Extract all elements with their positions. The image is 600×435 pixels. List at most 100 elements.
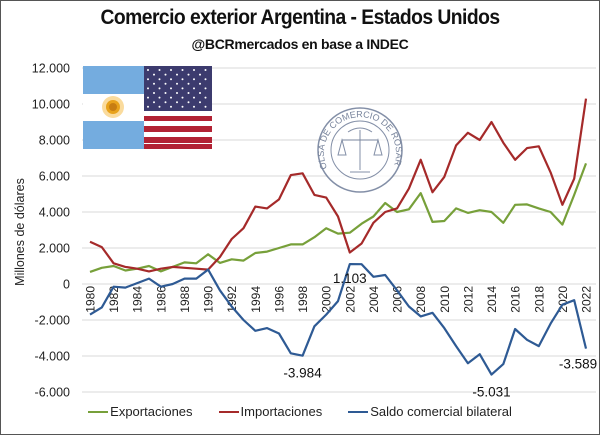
y-tick-label: 6.000	[39, 170, 70, 184]
star	[153, 82, 155, 85]
balance-swatch	[348, 410, 369, 413]
scales-of-justice-icon	[337, 127, 383, 173]
stars-icon	[147, 69, 207, 108]
chart-title: Comercio exterior Argentina - Estados Un…	[100, 6, 500, 29]
x-tick-label: 2018	[532, 286, 546, 313]
chart-subtitle: @BCRmercados en base a INDEC	[191, 36, 409, 52]
star	[193, 87, 195, 90]
legend-item-balance: Saldo comercial bilateral	[348, 404, 512, 419]
x-tick-label: 2008	[414, 286, 428, 313]
exports-swatch	[88, 410, 109, 413]
series-lines	[89, 98, 588, 376]
star	[158, 105, 161, 108]
y-tick-label: 8.000	[39, 134, 70, 148]
x-tick-label: 1990	[202, 286, 216, 313]
star	[176, 82, 178, 85]
x-tick-label: 2002	[343, 286, 357, 313]
legend-item-imports: Importaciones	[218, 404, 323, 419]
y-tick-label: -4.000	[35, 350, 70, 364]
y-axis-ticks: 12.000 10.000 8.000 6.000 4.000 2.000 0 -2.000 -…	[32, 62, 70, 400]
star	[147, 105, 149, 108]
star	[170, 105, 172, 108]
star	[158, 96, 161, 99]
star	[164, 101, 167, 104]
star	[187, 92, 190, 94]
y-tick-label: 4.000	[39, 206, 70, 220]
star	[158, 69, 161, 71]
y-tick-label: 10.000	[32, 98, 70, 112]
data-label: -3.589	[559, 357, 597, 372]
star	[164, 82, 167, 85]
star	[170, 96, 172, 99]
star	[153, 73, 155, 76]
x-tick-label: 1998	[296, 286, 310, 313]
star	[164, 92, 167, 94]
star	[193, 69, 195, 71]
star	[153, 101, 155, 104]
x-tick-label: 1994	[249, 286, 263, 313]
x-tick-label: 2006	[391, 286, 405, 313]
star	[204, 96, 207, 99]
y-axis-label: Millones de dólares	[13, 178, 27, 286]
star	[187, 73, 190, 76]
star	[181, 87, 184, 90]
x-tick-label: 1986	[154, 286, 168, 313]
star	[199, 101, 201, 104]
star	[147, 87, 149, 90]
x-tick-label: 1992	[225, 286, 239, 313]
star	[147, 96, 149, 99]
star	[176, 92, 178, 94]
grid-lines	[82, 67, 596, 393]
star	[199, 82, 201, 85]
legend-label: Importaciones	[240, 404, 323, 419]
star	[147, 69, 149, 71]
star	[204, 69, 207, 71]
star	[204, 105, 207, 108]
star	[204, 78, 207, 81]
star	[193, 78, 195, 81]
star	[153, 92, 155, 94]
x-tick-label: 2014	[485, 286, 499, 313]
imports-swatch	[218, 410, 239, 413]
x-tick-label: 2016	[509, 286, 523, 313]
legend-label: Saldo comercial bilateral	[370, 404, 512, 419]
sun-of-may-icon	[102, 96, 124, 118]
data-label: 1.103	[333, 271, 367, 286]
x-tick-label: 1980	[84, 286, 98, 313]
star	[199, 73, 201, 76]
star	[193, 96, 195, 99]
data-label: -5.031	[472, 385, 510, 400]
x-tick-label: 2012	[461, 286, 475, 313]
x-tick-label: 1984	[131, 286, 145, 313]
star	[181, 78, 184, 81]
y-tick-label: -6.000	[35, 386, 70, 400]
star	[193, 105, 195, 108]
legend-item-exports: Exportaciones	[88, 404, 193, 419]
star	[204, 87, 207, 90]
data-annotations: -3.984 1.103 -5.031 -3.589	[283, 271, 597, 399]
argentina-flag	[83, 66, 144, 149]
star	[176, 101, 178, 104]
star	[187, 82, 190, 85]
x-tick-label: 1988	[178, 286, 192, 313]
x-tick-label: 2000	[320, 286, 334, 313]
usa-flag	[144, 66, 212, 149]
x-tick-label: 1996	[272, 286, 286, 313]
legend-label: Exportaciones	[110, 404, 193, 419]
star	[181, 96, 184, 99]
legend: Exportaciones Importaciones Saldo comerc…	[0, 404, 600, 419]
star	[158, 78, 161, 81]
x-tick-label: 1982	[107, 286, 121, 313]
x-tick-label: 2004	[367, 286, 381, 313]
x-tick-label: 2010	[438, 286, 452, 313]
star	[158, 87, 161, 90]
y-tick-label: 12.000	[32, 62, 70, 76]
star	[164, 73, 167, 76]
y-tick-label: 0	[63, 278, 70, 292]
star	[181, 105, 184, 108]
star	[147, 78, 149, 81]
x-tick-label: 2022	[580, 286, 594, 313]
y-tick-label: -2.000	[35, 314, 70, 328]
x-axis-ticks: 1980 1982 1984 1986 1988 1990 1992 1994 1996 1998…	[84, 286, 594, 313]
